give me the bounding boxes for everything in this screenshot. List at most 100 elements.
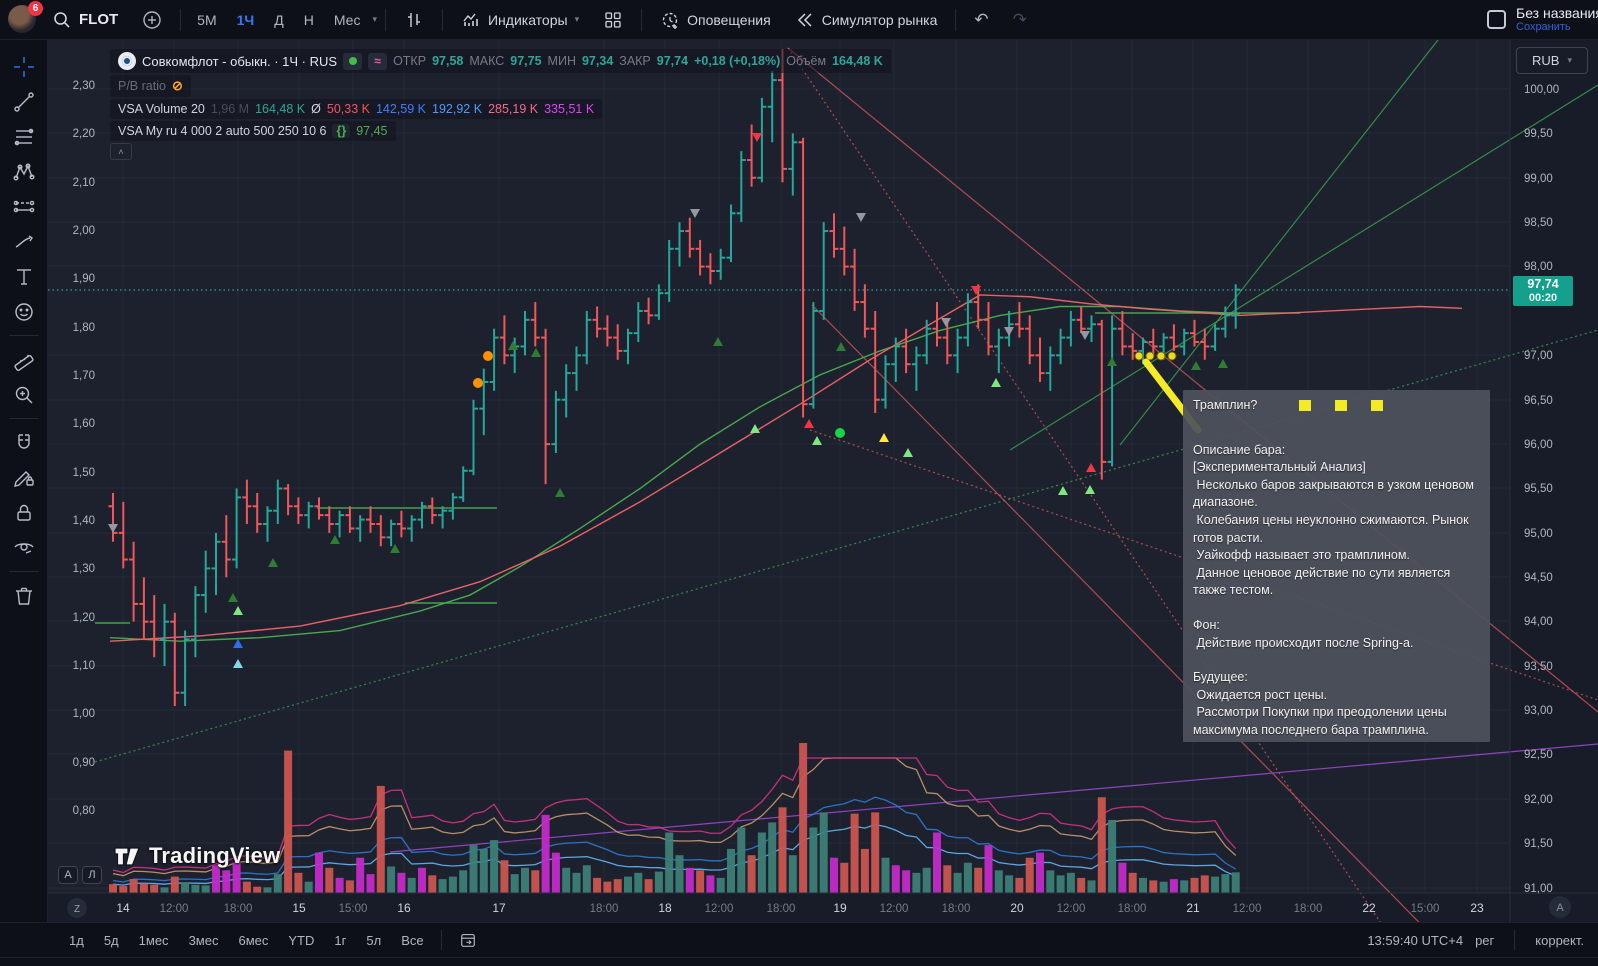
svg-text:100,00: 100,00 bbox=[1524, 84, 1559, 96]
fib-retracement-tool[interactable] bbox=[5, 120, 43, 153]
vsa-volume-band1: 142,59 K bbox=[375, 102, 427, 116]
adjust-toggle[interactable]: коррект. bbox=[1535, 932, 1584, 948]
undo-button[interactable]: ↶ bbox=[974, 9, 989, 29]
lock-all-drawings-tool[interactable] bbox=[5, 496, 43, 529]
clock[interactable]: 13:59:40 UTC+4 bbox=[1367, 932, 1464, 948]
svg-text:18:00: 18:00 bbox=[224, 903, 253, 915]
svg-text:22: 22 bbox=[1362, 901, 1376, 915]
timeframe-week[interactable]: Н bbox=[303, 11, 314, 28]
xabcd-pattern-tool[interactable] bbox=[5, 155, 43, 188]
drawing-mode-lock-tool[interactable] bbox=[5, 461, 43, 494]
trend-line-tool[interactable] bbox=[5, 85, 43, 118]
toolbar-separator bbox=[180, 8, 182, 31]
session-toggle[interactable]: рег bbox=[1475, 932, 1495, 948]
vsa-volume-legend-row[interactable]: VSA Volume 20 1,96 M 164,48 K Ø 50,33 K … bbox=[110, 99, 603, 119]
vsa-my-legend-row[interactable]: VSA My ru 4 000 2 auto 500 250 10 6 {} 9… bbox=[110, 121, 396, 141]
remove-drawings-tool[interactable] bbox=[5, 579, 43, 612]
market-simulator-button[interactable]: Симулятор рынка bbox=[785, 4, 948, 36]
chart-style-button[interactable] bbox=[394, 4, 434, 36]
tooltip-line: Описание бара: bbox=[1193, 442, 1286, 457]
save-checkbox[interactable] bbox=[1487, 9, 1506, 29]
layout-grid-button[interactable] bbox=[593, 4, 633, 36]
svg-text:94,00: 94,00 bbox=[1524, 616, 1553, 628]
svg-text:12:00: 12:00 bbox=[160, 903, 189, 915]
range-button-1д[interactable]: 1д bbox=[69, 932, 84, 948]
text-tool[interactable] bbox=[5, 260, 43, 293]
user-avatar[interactable]: 6 bbox=[8, 0, 43, 35]
search-icon bbox=[54, 11, 70, 28]
crosshair-tool[interactable] bbox=[5, 50, 43, 83]
tooltip-header: Трамплин? bbox=[1193, 397, 1478, 415]
brush-tool[interactable] bbox=[5, 225, 43, 258]
market-status-icon[interactable] bbox=[343, 52, 363, 70]
timeframe-dropdown-chevron[interactable]: ▾ bbox=[372, 14, 377, 24]
layout-name[interactable]: Без названия bbox=[1516, 5, 1598, 22]
svg-text:95,00: 95,00 bbox=[1524, 528, 1553, 540]
legend-collapse-button[interactable]: ˄ bbox=[110, 143, 132, 160]
forecast-tool[interactable] bbox=[5, 190, 43, 223]
chart-region: 100,00 99,50 99,00 98,50 98,00 97,00 96,50 96,0… bbox=[48, 40, 1598, 922]
tooltip-line: Уайкофф называет это трамплином. bbox=[1193, 548, 1410, 563]
emoji-tool[interactable] bbox=[5, 295, 43, 328]
magnet-tool[interactable] bbox=[5, 426, 43, 459]
eye-off-icon[interactable]: ⊘ bbox=[171, 78, 183, 93]
approx-price-icon[interactable]: ≈ bbox=[368, 52, 388, 70]
range-button-1мес[interactable]: 1мес bbox=[138, 932, 169, 948]
go-to-date-button[interactable] bbox=[450, 928, 486, 952]
alerts-button[interactable]: Оповещения bbox=[650, 4, 781, 36]
vsa-my-braces-icon: {} bbox=[332, 124, 351, 138]
simulator-label: Симулятор рынка bbox=[821, 11, 938, 28]
svg-text:91,50: 91,50 bbox=[1524, 838, 1553, 850]
log-scale-button[interactable]: Л bbox=[82, 866, 102, 884]
svg-text:1,40: 1,40 bbox=[73, 515, 95, 527]
timeframe-day[interactable]: Д bbox=[274, 11, 284, 28]
indicators-button[interactable]: Индикаторы ▾ bbox=[451, 4, 589, 36]
svg-text:00:20: 00:20 bbox=[1529, 292, 1557, 304]
svg-text:18:00: 18:00 bbox=[1294, 903, 1323, 915]
status-right-group: 13:59:40 UTC+4 рег коррект. bbox=[1367, 930, 1598, 950]
svg-text:15: 15 bbox=[292, 901, 306, 915]
range-button-YTD[interactable]: YTD bbox=[288, 932, 315, 948]
indicators-label: Индикаторы bbox=[487, 11, 568, 28]
symbol-legend-row[interactable]: Совкомфлот - обыкн. · 1Ч · RUS ≈ ОТКР 97… bbox=[110, 49, 891, 73]
zoom-in-tool[interactable] bbox=[5, 378, 43, 411]
svg-text:2,10: 2,10 bbox=[73, 177, 95, 189]
svg-text:92,00: 92,00 bbox=[1524, 794, 1553, 806]
svg-text:2,30: 2,30 bbox=[73, 80, 95, 92]
symbol-search-button[interactable]: FLOT bbox=[42, 4, 128, 36]
pb-ratio-legend-row[interactable]: P/B ratio ⊘ bbox=[110, 75, 191, 97]
bars-style-icon bbox=[407, 12, 420, 27]
svg-text:Z: Z bbox=[74, 904, 80, 915]
toolbar-divider bbox=[8, 418, 39, 419]
range-button-Все[interactable]: Все bbox=[401, 932, 424, 948]
open-value: 97,58 bbox=[432, 54, 464, 68]
svg-text:94,50: 94,50 bbox=[1524, 572, 1553, 584]
range-button-5л[interactable]: 5л bbox=[366, 932, 382, 948]
date-range-buttons: 1д 5д 1мес 3мес 6мес YTD 1г 5л Все bbox=[60, 930, 433, 951]
svg-text:A: A bbox=[1556, 902, 1564, 914]
timeframe-month[interactable]: Мес bbox=[333, 11, 361, 28]
topbar-right-group: Без названия Сохранить bbox=[1487, 5, 1598, 34]
scale-buttons: А Л bbox=[58, 866, 102, 884]
range-button-5д[interactable]: 5д bbox=[103, 932, 119, 948]
timeframe-5m[interactable]: 5M bbox=[197, 11, 217, 28]
currency-chevron: ▾ bbox=[1567, 55, 1572, 65]
currency-button[interactable]: RUB ▾ bbox=[1516, 47, 1588, 74]
range-button-6мес[interactable]: 6мес bbox=[238, 932, 269, 948]
save-layout-link[interactable]: Сохранить bbox=[1516, 21, 1571, 34]
auto-scale-button[interactable]: А bbox=[58, 866, 78, 884]
add-symbol-button[interactable] bbox=[132, 4, 172, 36]
redo-button[interactable]: ↷ bbox=[1012, 9, 1027, 29]
svg-text:96,50: 96,50 bbox=[1524, 395, 1553, 407]
range-button-3мес[interactable]: 3мес bbox=[188, 932, 219, 948]
toolbar-divider bbox=[8, 571, 39, 572]
hide-drawings-tool[interactable] bbox=[5, 531, 43, 564]
timeframe-1h[interactable]: 1Ч bbox=[236, 11, 255, 28]
range-button-1г[interactable]: 1г bbox=[334, 932, 347, 948]
tradingview-watermark: TradingView bbox=[114, 843, 280, 869]
measure-tool[interactable] bbox=[5, 343, 43, 376]
tooltip-line: Колебания цены неуклонно сжимаются. Рыно… bbox=[1193, 512, 1473, 545]
low-value: 97,34 bbox=[581, 54, 614, 68]
svg-text:96,00: 96,00 bbox=[1524, 439, 1553, 451]
svg-text:12:00: 12:00 bbox=[1057, 903, 1086, 915]
